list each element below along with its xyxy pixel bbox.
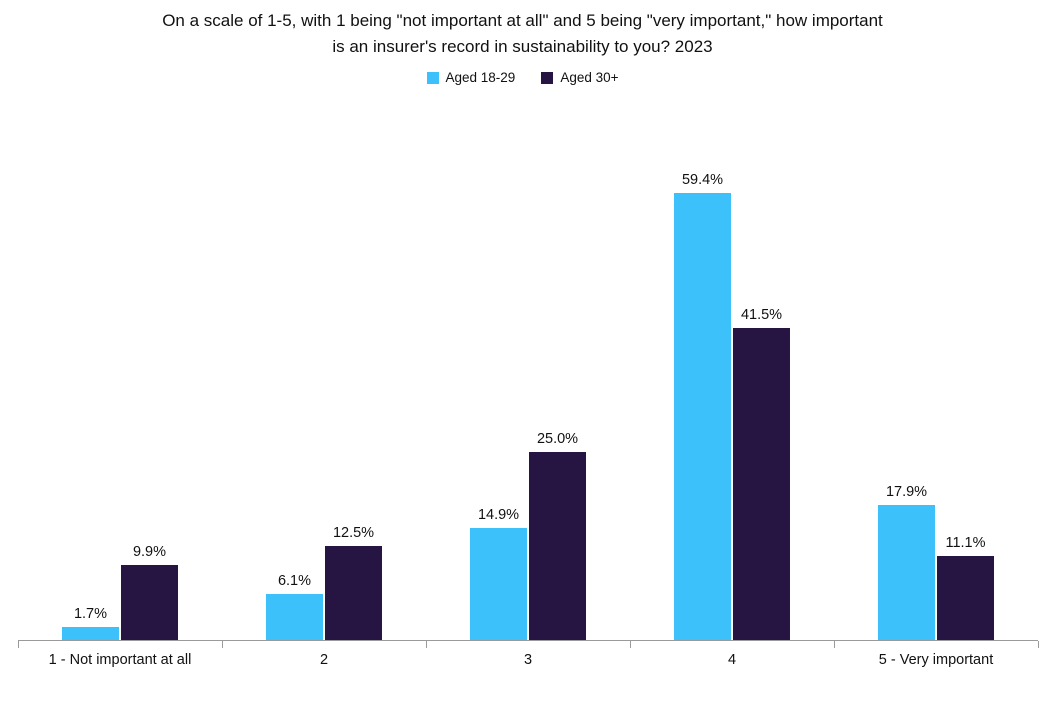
legend-label-aged-18-29: Aged 18-29 [445, 70, 516, 85]
bar-value-label-aged-30-3: 25.0% [536, 431, 579, 447]
bar-value-label-aged-30-1-not-important-at-all: 9.9% [132, 544, 167, 560]
x-axis-category-label: 3 [523, 652, 533, 668]
x-axis-tick [630, 641, 631, 648]
bar-value-label-aged-18-29-1-not-important-at-all: 1.7% [73, 606, 108, 622]
x-axis-line [18, 640, 1038, 641]
legend-item-aged-30-plus: Aged 30+ [541, 70, 619, 85]
bar-value-label-aged-30-5-very-important: 11.1% [945, 535, 986, 551]
legend-swatch-aged-30-plus-icon [541, 71, 554, 84]
x-axis-tick [426, 641, 427, 648]
bar-aged-18-29-3 [470, 528, 527, 640]
bar-value-label-aged-18-29-4: 59.4% [681, 172, 724, 188]
chart-title-line-1: On a scale of 1-5, with 1 being "not imp… [162, 11, 883, 30]
bar-value-label-aged-18-29-5-very-important: 17.9% [885, 484, 928, 500]
bar-aged-18-29-4 [674, 193, 731, 640]
x-axis-tick [18, 641, 19, 648]
bar-aged-30-2 [325, 546, 382, 640]
legend: Aged 18-29 Aged 30+ [0, 70, 1045, 85]
chart-title: On a scale of 1-5, with 1 being "not imp… [0, 8, 1045, 60]
bar-aged-30-3 [529, 452, 586, 640]
x-axis-tick [222, 641, 223, 648]
x-axis-category-label: 4 [727, 652, 737, 668]
x-axis-tick [834, 641, 835, 648]
bar-value-label-aged-30-2: 12.5% [332, 525, 375, 541]
bar-aged-30-1-not-important-at-all [121, 565, 178, 640]
x-axis-category-label: 2 [319, 652, 329, 668]
legend-swatch-aged-18-29-icon [426, 71, 439, 84]
x-axis-tick [1038, 641, 1039, 648]
x-axis-category-label: 5 - Very important [878, 652, 994, 668]
bar-aged-18-29-1-not-important-at-all [62, 627, 119, 640]
chart-title-line-2: is an insurer's record in sustainability… [332, 37, 713, 56]
bar-value-label-aged-18-29-3: 14.9% [477, 507, 520, 523]
bar-aged-18-29-5-very-important [878, 505, 935, 640]
x-axis-category-label: 1 - Not important at all [48, 652, 192, 668]
bar-aged-30-4 [733, 328, 790, 640]
legend-item-aged-18-29: Aged 18-29 [426, 70, 516, 85]
bar-value-label-aged-30-4: 41.5% [740, 307, 783, 323]
bar-aged-30-5-very-important [937, 556, 994, 640]
legend-label-aged-30-plus: Aged 30+ [560, 70, 619, 85]
bar-value-label-aged-18-29-2: 6.1% [277, 573, 312, 589]
bar-aged-18-29-2 [266, 594, 323, 640]
